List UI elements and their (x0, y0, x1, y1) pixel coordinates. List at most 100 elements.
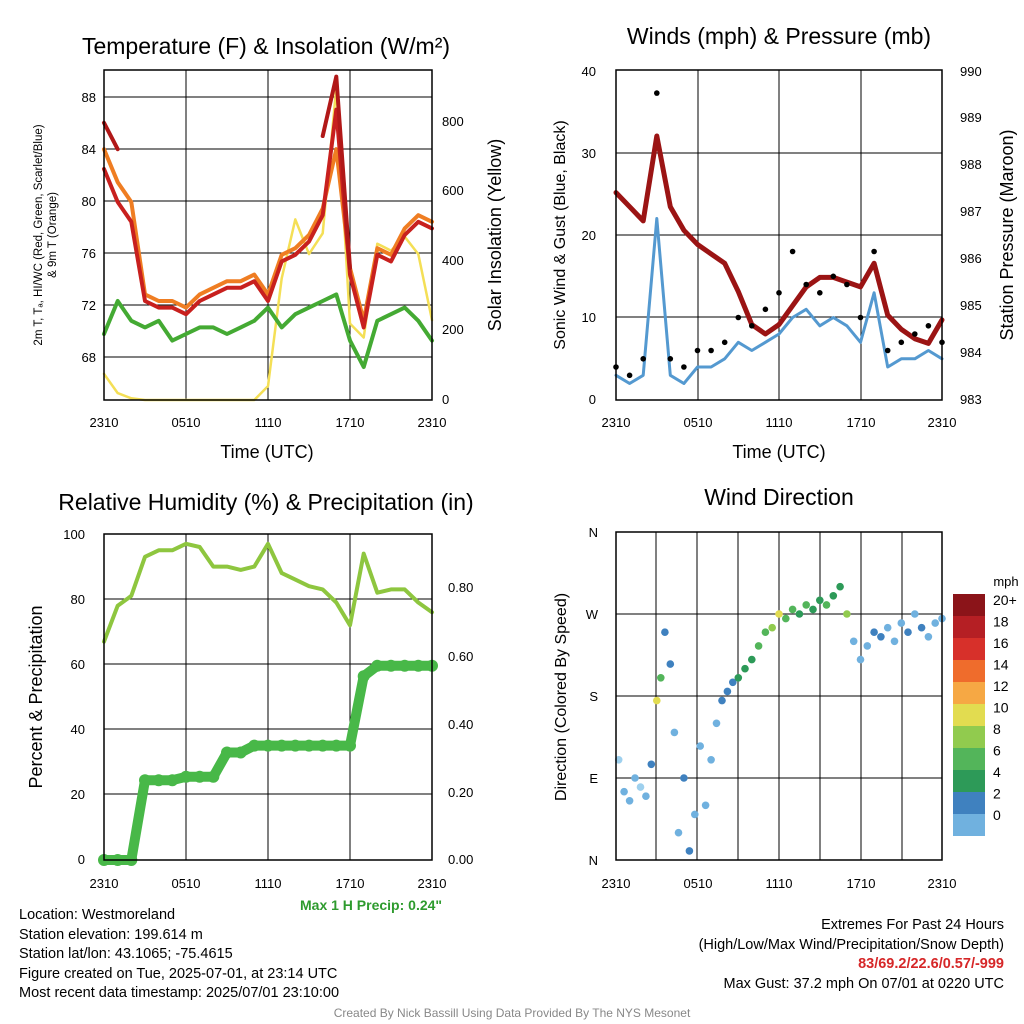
wind-xtick: 0510 (684, 415, 713, 430)
direction-point (897, 619, 906, 627)
humidity-series (98, 541, 438, 866)
direction-point (863, 642, 872, 650)
humidity-grid (104, 534, 432, 860)
rh-ytick: 100 (63, 527, 85, 542)
pressure-ytick: 987 (960, 204, 982, 219)
precip-point (316, 739, 329, 752)
wind-ytick: 20 (582, 228, 596, 243)
speed-legend: 0 2 4 6 8 10 12 14 16 18 20+ (953, 592, 1017, 836)
precip-point (303, 739, 315, 752)
gust-point (884, 347, 891, 354)
temperature-series (102, 74, 434, 402)
direction-title: Wind Direction (704, 484, 854, 510)
direction-point (754, 642, 763, 650)
precip-point (412, 659, 425, 672)
rh-xtick: 2310 (90, 876, 119, 891)
temp-xtick: 0510 (172, 415, 201, 430)
winds-xlabel: Time (UTC) (732, 442, 825, 462)
temperature-title: Temperature (F) & Insolation (W/m²) (82, 33, 450, 59)
precip-point (193, 770, 206, 783)
temp-ytick: 80 (82, 194, 96, 209)
extremes-values: 83/69.2/22.6/0.57/-999 (858, 956, 1004, 972)
gust-point (749, 323, 755, 329)
direction-point (718, 696, 726, 705)
temp-ytick: 68 (82, 350, 96, 365)
gust-point (626, 372, 633, 379)
wind-xtick: 2310 (602, 415, 631, 430)
rh-xtick: 1110 (255, 876, 282, 891)
rh-ytick: 80 (71, 592, 85, 607)
legend-label: 8 (993, 721, 1001, 737)
direction-point (856, 655, 865, 664)
temperature-frame (103, 69, 433, 401)
precip-ytick: 0.00 (448, 852, 473, 867)
direction-ylabel: Direction (Colored By Speed) (553, 593, 570, 801)
precip-ytick: 0.80 (448, 580, 473, 595)
legend-swatch (953, 638, 985, 660)
gust-point (857, 314, 864, 321)
legend-label: 0 (993, 807, 1001, 823)
dir-ytick: N (589, 853, 598, 868)
winds-panel: Winds (mph) & Pressure (mb) 0 10 20 30 4… (552, 23, 1017, 462)
pressure-ylabel: Station Pressure (Maroon) (997, 129, 1017, 340)
direction-point (642, 792, 650, 800)
wind-xtick: 1710 (847, 415, 876, 430)
direction-point (890, 637, 899, 646)
series-9m-t (102, 147, 434, 323)
gust-point (776, 290, 782, 296)
precip-ytick: 0.60 (448, 649, 473, 664)
direction-point (795, 610, 804, 618)
direction-point (768, 623, 776, 632)
direction-grid (616, 532, 942, 860)
legend-label: 20+ (993, 592, 1017, 608)
series-sonic-wind (614, 217, 944, 385)
max-precip-label: Max 1 H Precip: 0.24" (300, 897, 443, 913)
direction-point (788, 605, 797, 614)
temp-ytick: 88 (82, 90, 96, 105)
wind-ytick: 0 (589, 392, 596, 407)
precip-point (344, 739, 356, 752)
rh-xtick: 1710 (336, 876, 365, 891)
direction-point (696, 742, 704, 750)
legend-title: mph (993, 574, 1018, 589)
legend-label: 12 (993, 678, 1009, 694)
temperature-panel: Temperature (F) & Insolation (W/m²) 68 7… (33, 33, 505, 462)
max-gust: Max Gust: 37.2 mph On 07/01 at 0220 UTC (723, 975, 1004, 992)
pressure-ytick: 983 (960, 392, 982, 407)
recent-timestamp: Most recent data timestamp: 2025/07/01 2… (19, 985, 340, 1001)
legend-swatch (953, 616, 985, 638)
insolation-ytick: 600 (442, 183, 464, 198)
pressure-ytick: 988 (960, 157, 982, 172)
direction-point (761, 628, 770, 636)
wind-xtick: 2310 (928, 415, 957, 430)
station-location: Location: Westmoreland (19, 907, 176, 923)
dir-xtick: 1710 (847, 876, 876, 891)
legend-label: 6 (993, 743, 1001, 759)
temp-ytick: 72 (82, 298, 96, 313)
humidity-frame (103, 533, 433, 861)
direction-point (661, 628, 669, 636)
direction-point (870, 628, 878, 636)
station-latlon: Station lat/lon: 43.1065; -75.4615 (19, 946, 233, 962)
legend-swatch (953, 660, 985, 682)
pressure-ytick: 990 (960, 64, 982, 79)
legend-label: 2 (993, 786, 1001, 802)
temp-xtick: 1710 (336, 415, 365, 430)
precip-point (234, 746, 247, 759)
gust-point (844, 281, 850, 288)
winds-grid (616, 70, 942, 400)
direction-point (712, 719, 721, 728)
legend-label: 18 (993, 614, 1009, 630)
precip-point (357, 670, 370, 683)
pressure-ytick: 989 (960, 110, 982, 125)
direction-point (911, 610, 919, 618)
temperature-ylabel-line2: & 9m T (Orange) (47, 192, 59, 278)
legend-swatch (953, 704, 985, 726)
insolation-ytick: 400 (442, 253, 464, 268)
gust-point (789, 248, 796, 255)
temperature-ylabel-line1: 2m T, Tₐ, HI/WC (Red, Green, Scarlet/Blu… (33, 124, 45, 345)
precip-point (139, 774, 151, 787)
direction-point (931, 619, 939, 627)
station-elevation: Station elevation: 199.614 m (19, 926, 203, 943)
gust-point (654, 90, 660, 96)
